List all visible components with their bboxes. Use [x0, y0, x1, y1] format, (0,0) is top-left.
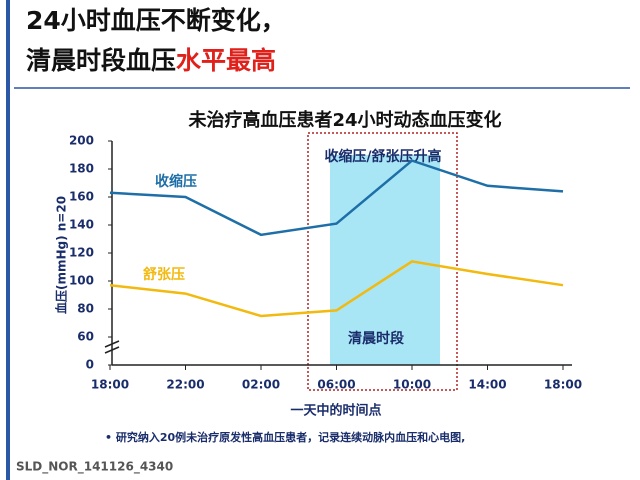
x-tick-label: 10:00 [393, 378, 431, 392]
highlight-region [330, 155, 440, 365]
axis-break [104, 340, 120, 348]
x-tick-label: 14:00 [468, 378, 506, 392]
y-tick-label: 140 [69, 218, 94, 232]
x-tick-label: 18:00 [544, 378, 582, 392]
series-label: 舒张压 [143, 266, 185, 283]
x-tick-label: 06:00 [317, 378, 355, 392]
y-tick-label: 0 [86, 358, 94, 372]
x-tick-label: 02:00 [242, 378, 280, 392]
y-tick-label: 80 [77, 302, 94, 316]
slide-title: 24小时血压不断变化， [26, 6, 286, 35]
annotation: 清晨时段 [348, 330, 404, 347]
x-tick-label: 18:00 [91, 378, 129, 392]
chart-title: 未治疗高血压患者24小时动态血压变化 [188, 109, 501, 131]
slide-title: 清晨时段血压水平最高 [26, 46, 276, 75]
side-bar [6, 0, 10, 480]
y-tick-label: 60 [77, 330, 94, 344]
slide-id: SLD_NOR_141126_4340 [16, 460, 173, 475]
title-part: 水平最高 [176, 46, 276, 75]
y-tick-label: 100 [69, 274, 94, 288]
x-tick-label: 22:00 [166, 378, 204, 392]
series-line [109, 159, 564, 237]
annotation: 收缩压/舒张压升高 [324, 148, 441, 165]
y-tick-label: 120 [69, 246, 94, 260]
highlight-box [307, 132, 458, 391]
axis-break [104, 346, 120, 354]
y-tick-label: 160 [69, 190, 94, 204]
x-axis-label: 一天中的时间点 [290, 403, 381, 419]
footnote: • 研究纳入20例未治疗原发性高血压患者，记录连续动脉内血压和心电图, [105, 430, 465, 444]
title-part: 清晨时段血压 [26, 46, 176, 75]
series-line [109, 260, 564, 318]
y-tick-label: 180 [69, 162, 94, 176]
series-label: 收缩压 [155, 173, 197, 190]
y-tick-label: 200 [69, 134, 94, 148]
y-axis-label: 血压(mmHg) n=20 [54, 196, 69, 314]
